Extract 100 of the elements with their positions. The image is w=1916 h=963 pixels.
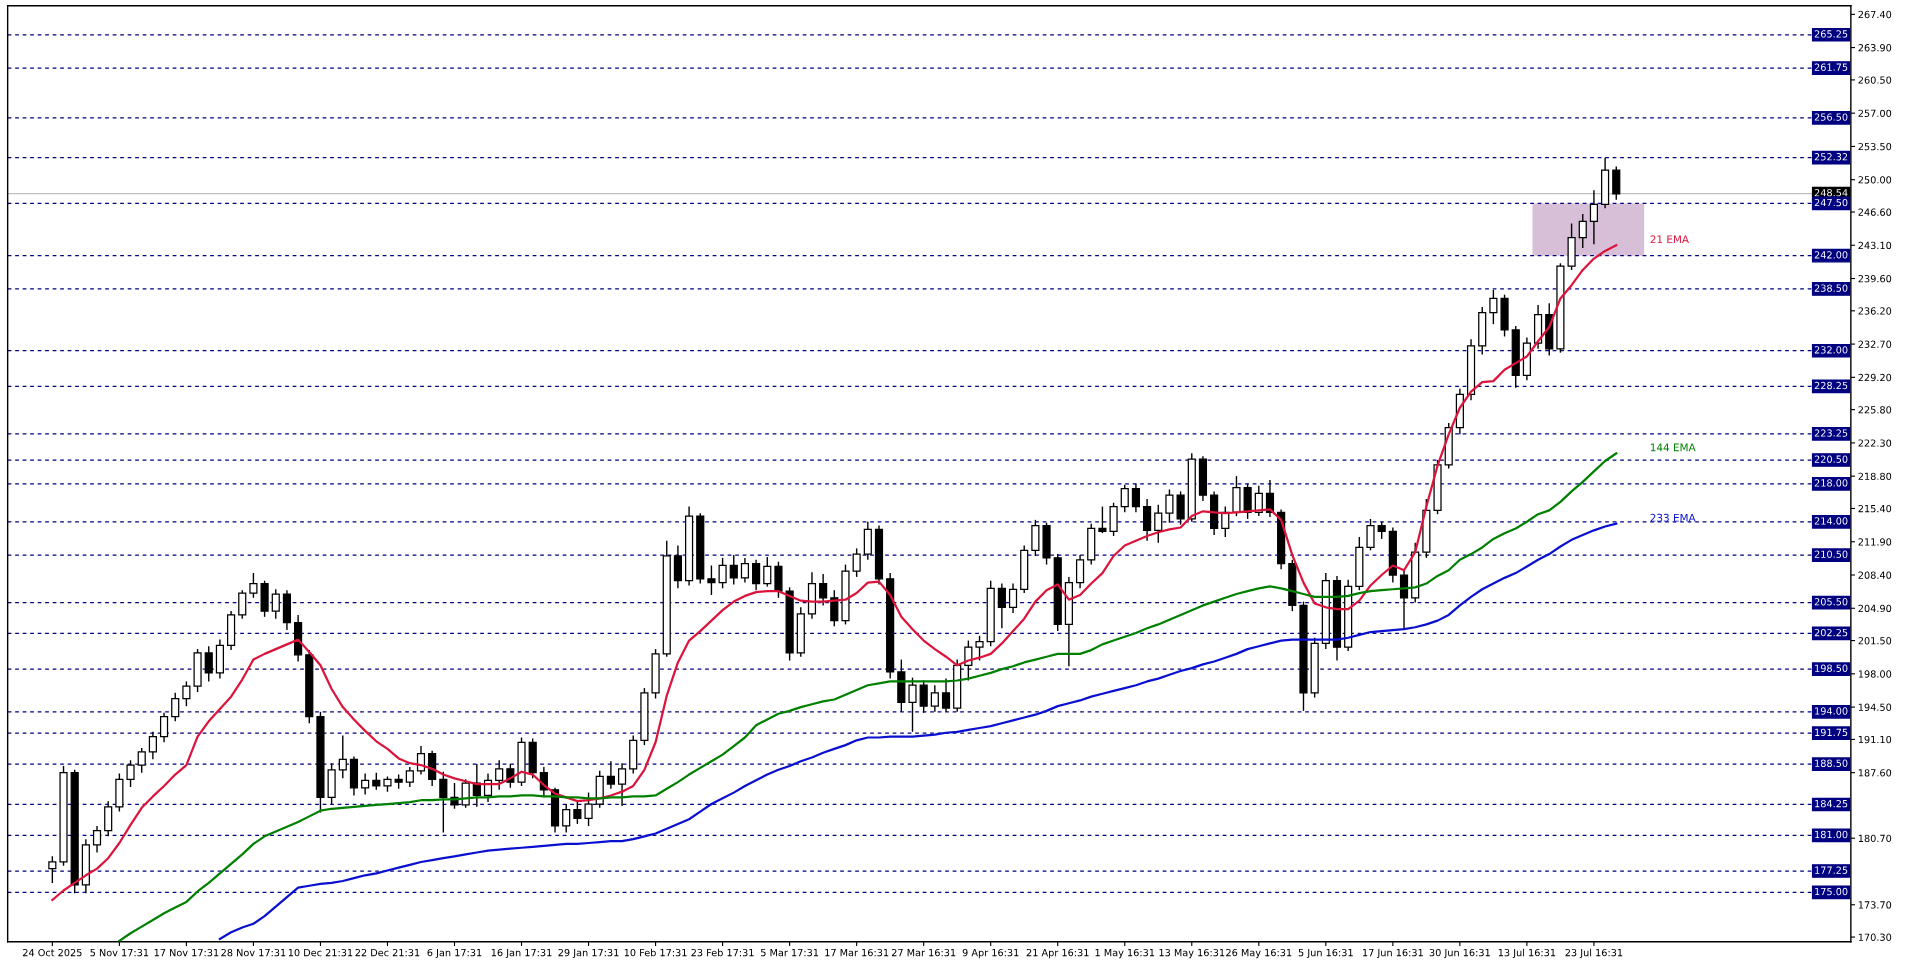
candlestick bbox=[606, 760, 615, 790]
candlestick bbox=[1075, 554, 1085, 590]
x-tick-label: 13 May 16:31 bbox=[1159, 948, 1225, 959]
candlestick bbox=[752, 559, 761, 591]
y-tick-label: 211.90 bbox=[1858, 538, 1892, 546]
x-tick-label: 10 Dec 21:31 bbox=[288, 948, 353, 957]
candlestick bbox=[941, 677, 951, 713]
candlestick bbox=[137, 747, 146, 774]
candlestick bbox=[1131, 483, 1141, 513]
candlestick bbox=[1143, 498, 1152, 542]
ref-line-label: 202.25 bbox=[1814, 628, 1848, 637]
y-tick-label: 173.70 bbox=[1858, 901, 1892, 909]
x-tick-label: 5 Nov 17:31 bbox=[90, 948, 149, 957]
x-tick-label: 9 Apr 16:31 bbox=[962, 948, 1019, 959]
ref-line-label: 175.00 bbox=[1815, 887, 1848, 896]
ref-line-label: 252.32 bbox=[1814, 153, 1848, 161]
x-tick-label: 10 Feb 17:31 bbox=[624, 948, 687, 957]
text: 233 EMA bbox=[1650, 513, 1696, 522]
y-tick-label: 232.70 bbox=[1858, 340, 1892, 348]
candlestick bbox=[1589, 189, 1599, 245]
candlestick bbox=[104, 800, 113, 838]
candlestick bbox=[461, 778, 470, 809]
candlestick bbox=[573, 800, 582, 825]
candlestick bbox=[707, 564, 716, 596]
candlestick bbox=[740, 557, 750, 584]
y-tick-label: 225.80 bbox=[1858, 406, 1892, 414]
y-tick-label: 194.50 bbox=[1858, 703, 1892, 711]
x-tick-label: 23 Jul 16:31 bbox=[1565, 948, 1623, 959]
y-tick-label: 170.30 bbox=[1858, 933, 1892, 941]
x-tick-label: 6 Jan 17:31 bbox=[427, 948, 482, 959]
x-tick-label: 27 Mar 16:31 bbox=[891, 948, 956, 957]
y-tick-label: 243.10 bbox=[1858, 241, 1892, 250]
candlestick bbox=[562, 803, 571, 834]
candlestick bbox=[159, 712, 169, 743]
x-tick-label: 5 Mar 17:31 bbox=[761, 948, 819, 957]
candlestick bbox=[495, 759, 504, 791]
ref-line-label: 232.00 bbox=[1814, 346, 1848, 354]
x-tick-label: 17 Jun 16:31 bbox=[1363, 948, 1423, 959]
y-tick-label: 236.20 bbox=[1858, 307, 1892, 315]
y-tick-label: 260.50 bbox=[1858, 76, 1892, 84]
x-tick-label: 23 Feb 17:31 bbox=[691, 948, 754, 957]
candlestick bbox=[819, 573, 828, 607]
ref-line-label: 194.00 bbox=[1815, 707, 1848, 715]
candlestick bbox=[48, 855, 57, 884]
x-tick-label: 26 May 16:31 bbox=[1226, 948, 1292, 959]
candlestick bbox=[975, 635, 984, 662]
ref-line-label: 214.00 bbox=[1814, 517, 1848, 525]
candlestick bbox=[1489, 289, 1498, 325]
candlestick bbox=[1612, 165, 1621, 201]
y-tick-label: 222.30 bbox=[1858, 439, 1892, 447]
ref-line-label: 261.75 bbox=[1814, 63, 1848, 71]
candlestick bbox=[238, 589, 247, 620]
ref-line-label: 198.50 bbox=[1815, 664, 1848, 672]
candlestick bbox=[405, 766, 414, 788]
line-series bbox=[118, 452, 1618, 942]
candlestick bbox=[908, 676, 917, 733]
candlestick bbox=[718, 557, 727, 590]
x-tick-label: 17 Nov 17:31 bbox=[154, 948, 219, 957]
x-tick-label: 16 Jan 17:31 bbox=[491, 948, 552, 959]
ref-line-label: 242.00 bbox=[1814, 251, 1848, 259]
ref-line-label: 228.25 bbox=[1814, 381, 1848, 390]
y-tick-label: 187.60 bbox=[1858, 769, 1892, 777]
x-tick-label: 13 Jul 16:31 bbox=[1498, 948, 1556, 959]
candlestick bbox=[1098, 505, 1107, 534]
x-tick-label: 5 Jun 16:31 bbox=[1298, 948, 1353, 959]
x-tick-label: 30 Jun 16:31 bbox=[1429, 948, 1490, 959]
candlestick bbox=[249, 572, 258, 599]
ref-line-label: 181.00 bbox=[1815, 830, 1848, 839]
text: 144 EMA bbox=[1650, 443, 1696, 452]
x-tick-label: 17 Mar 16:31 bbox=[825, 948, 889, 957]
candlestick bbox=[1176, 490, 1185, 526]
candlestick bbox=[439, 771, 448, 834]
ref-line-label: 177.25 bbox=[1815, 866, 1848, 874]
ref-line-label: 238.50 bbox=[1814, 284, 1848, 292]
x-tick-label: 21 Apr 16:31 bbox=[1026, 948, 1089, 959]
y-tick-label: 208.40 bbox=[1858, 571, 1892, 579]
candlestick bbox=[361, 772, 370, 796]
candlestick bbox=[1154, 503, 1163, 544]
y-tick-label: 239.60 bbox=[1858, 274, 1892, 283]
x-tick-label: 24 Oct 2025 bbox=[23, 948, 82, 957]
y-tick-label: 198.00 bbox=[1858, 670, 1892, 678]
ref-line-label: 188.50 bbox=[1815, 759, 1848, 767]
ref-line-label: 220.50 bbox=[1814, 455, 1848, 463]
x-tick-label: 1 May 16:31 bbox=[1095, 948, 1155, 959]
candlestick bbox=[1120, 484, 1129, 513]
ref-line-label: 205.50 bbox=[1814, 598, 1848, 606]
y-tick-label: 250.00 bbox=[1858, 176, 1892, 184]
ref-line-label: 184.25 bbox=[1815, 799, 1848, 808]
candlestick bbox=[1008, 582, 1018, 614]
candlestick bbox=[1366, 518, 1375, 551]
ref-line-label: 247.50 bbox=[1814, 198, 1848, 207]
candlestick bbox=[126, 759, 135, 788]
candlestick bbox=[617, 762, 627, 807]
ref-line-label: 223.25 bbox=[1814, 429, 1848, 437]
candlestick bbox=[338, 734, 347, 780]
x-tick-label: 22 Dec 21:31 bbox=[355, 948, 420, 957]
y-tick-label: 218.80 bbox=[1858, 472, 1892, 480]
x-tick-label: 29 Jan 17:31 bbox=[558, 948, 619, 959]
y-tick-label: 253.50 bbox=[1858, 142, 1892, 151]
y-tick-label: 267.40 bbox=[1858, 10, 1892, 19]
